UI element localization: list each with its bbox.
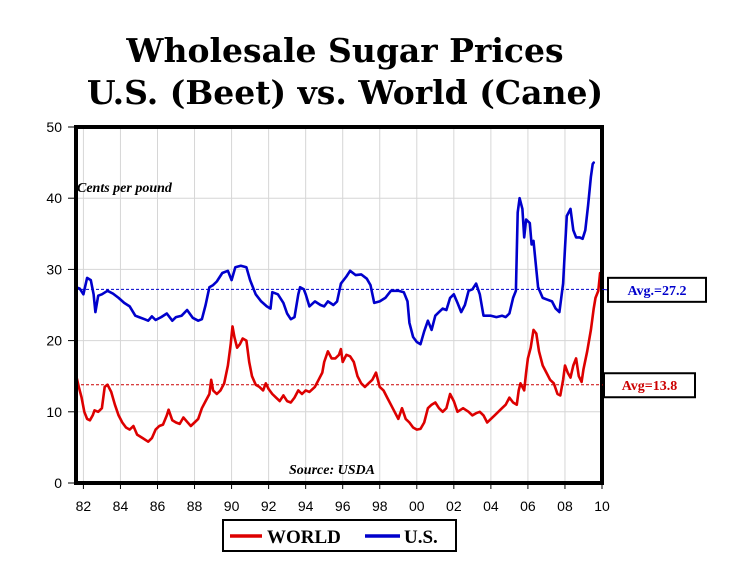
legend: WORLD U.S. bbox=[222, 519, 457, 552]
x-tick-label: 04 bbox=[483, 498, 499, 514]
average-label: Avg.=27.2 bbox=[627, 284, 686, 299]
y-tick-label: 10 bbox=[46, 404, 62, 420]
legend-us-label: U.S. bbox=[404, 527, 438, 548]
average-labels: Avg.=27.2 Avg=13.8 bbox=[601, 276, 707, 399]
series-line-us bbox=[74, 161, 595, 346]
x-tick-label: 82 bbox=[76, 498, 92, 514]
axis-ticks: 82 84 86 88 90 92 94 96 98 00 02 04 06 08 10 0 10 20 30 40 5… bbox=[46, 119, 610, 514]
y-tick-label: 40 bbox=[46, 190, 62, 206]
x-tick-label: 92 bbox=[261, 498, 277, 514]
gridlines bbox=[76, 127, 602, 483]
x-tick-label: 90 bbox=[224, 498, 240, 514]
average-lines bbox=[76, 288, 602, 386]
legend-world-label: WORLD bbox=[267, 527, 341, 548]
x-tick-label: 84 bbox=[113, 498, 129, 514]
source-label: Source: USDA bbox=[289, 463, 375, 478]
y-tick-label: 0 bbox=[54, 475, 62, 491]
data-series bbox=[74, 161, 602, 443]
x-tick-label: 96 bbox=[335, 498, 351, 514]
x-tick-label: 86 bbox=[150, 498, 166, 514]
chart-title-line-1: Wholesale Sugar Prices bbox=[126, 31, 564, 70]
x-tick-label: 98 bbox=[372, 498, 388, 514]
x-tick-label: 06 bbox=[520, 498, 536, 514]
series-line-world bbox=[74, 271, 602, 443]
x-tick-label: 00 bbox=[409, 498, 425, 514]
x-tick-label: 94 bbox=[298, 498, 314, 514]
x-tick-label: 02 bbox=[446, 498, 462, 514]
x-tick-label: 10 bbox=[594, 498, 610, 514]
units-label: Cents per pound bbox=[77, 181, 173, 196]
chart-title-line-2: U.S. (Beet) vs. World (Cane) bbox=[86, 73, 604, 112]
average-box bbox=[607, 276, 707, 303]
average-label: Avg=13.8 bbox=[622, 379, 678, 394]
y-tick-label: 30 bbox=[46, 261, 62, 277]
average-box bbox=[603, 372, 696, 399]
plot-frame bbox=[74, 125, 604, 485]
y-tick-label: 50 bbox=[46, 119, 62, 135]
y-tick-label: 20 bbox=[46, 333, 62, 349]
x-tick-label: 08 bbox=[557, 498, 573, 514]
x-tick-label: 88 bbox=[187, 498, 203, 514]
